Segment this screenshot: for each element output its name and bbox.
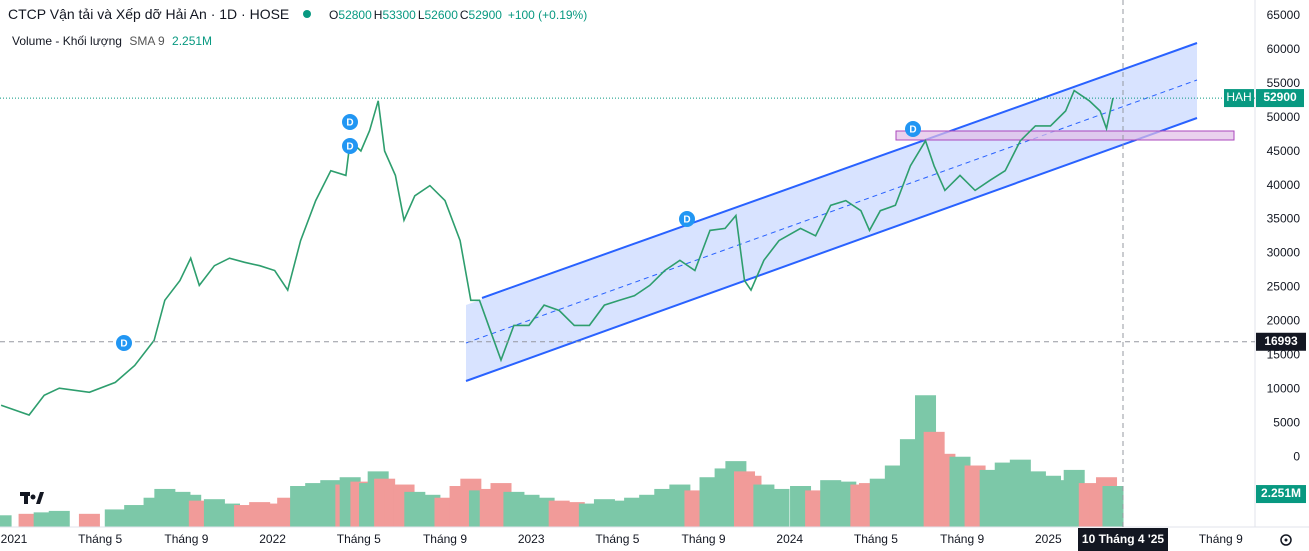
ohlc-key: H [373, 8, 383, 22]
x-tick-label: Tháng 9 [423, 532, 467, 546]
dividend-marker-text: D [346, 142, 353, 153]
x-tick-label: 2024 [776, 532, 803, 546]
x-tick-label: 2021 [1, 532, 28, 546]
y-tick-label: 10000 [1267, 381, 1301, 395]
ohlc-value: 52600 [424, 8, 458, 22]
channel-middle [465, 79, 1198, 344]
ohlc-value: 52800 [338, 8, 372, 22]
x-tick-label: 2025 [1035, 532, 1062, 546]
support-zone [895, 130, 1235, 141]
crosshair-price: 16993 [1264, 334, 1298, 348]
dividend-marker [342, 138, 358, 154]
volume-bar [768, 488, 790, 527]
channel-lower [465, 117, 1198, 382]
symbol-label-bg [1224, 89, 1254, 108]
x-tick-label: Tháng 5 [595, 532, 639, 546]
crosshair-date-bg [1078, 528, 1168, 551]
crosshair-date: 10 Tháng 4 '25 [1082, 532, 1165, 546]
plot [0, 89, 1124, 527]
y-tick-label: 50000 [1267, 110, 1301, 124]
ohlc-key: L [417, 8, 425, 22]
dividend-marker [679, 211, 695, 227]
last-price-bg [1256, 89, 1304, 108]
symbol-title: CTCP Vận tải và Xếp dỡ Hải An · 1D · HOS… [8, 6, 290, 22]
volume-bar [1102, 486, 1124, 527]
settings-icon[interactable] [1280, 534, 1292, 546]
y-tick-label: 0 [1293, 449, 1300, 463]
x-tick-label: Tháng 9 [164, 532, 208, 546]
ohlc-value: 52900 [468, 8, 502, 22]
y-tick-label: 20000 [1267, 314, 1301, 328]
dividend-marker-text: D [346, 118, 353, 129]
x-tick-label: Tháng 5 [337, 532, 381, 546]
x-tick-label: Tháng 9 [940, 532, 984, 546]
x-tick-label: 2023 [518, 532, 545, 546]
volume-bar [104, 509, 126, 527]
market-status [303, 10, 312, 18]
x-tick-label: Tháng 5 [78, 532, 122, 546]
x-tick-label: 2022 [259, 532, 286, 546]
tv-logo [20, 492, 44, 504]
crosshair-price-bg [1256, 332, 1306, 351]
y-tick-label: 25000 [1267, 280, 1301, 294]
x-tick-label: Tháng 9 [682, 532, 726, 546]
dividend-marker [116, 335, 132, 351]
dividend-marker-text: D [909, 125, 916, 136]
y-tick-label: 5000 [1273, 415, 1300, 429]
x-tick-label: Tháng 9 [1199, 532, 1243, 546]
y-tick-label: 30000 [1267, 246, 1301, 260]
volume-sma-label: SMA 9 [129, 34, 165, 48]
y-tick-label: 45000 [1267, 144, 1301, 158]
y-tick-label: 60000 [1267, 42, 1301, 56]
volume-sma: 2.251M [172, 34, 213, 48]
volume-bar [124, 505, 146, 527]
volume-sma-bg [1256, 485, 1306, 504]
y-tick-label: 15000 [1267, 347, 1301, 361]
header: CTCP Vận tải và Xếp dỡ Hải An · 1D · HOS… [8, 6, 587, 22]
change: +100 (+0.19%) [507, 8, 588, 22]
volume-bar [48, 510, 70, 527]
last-price-label: 52900 [1263, 90, 1297, 104]
dividend-marker-text: D [120, 339, 127, 350]
volume-title: Volume - Khối lượng [12, 34, 122, 48]
y-tick-label: 35000 [1267, 212, 1301, 226]
ohlc-key: O [329, 8, 339, 22]
dividend-marker [905, 121, 921, 137]
dividend-marker-text: D [683, 215, 690, 226]
y-tick-label: 55000 [1267, 76, 1301, 90]
y-tick-label: 65000 [1267, 8, 1301, 22]
channel-upper [481, 42, 1198, 299]
volume-bar [0, 515, 12, 527]
volume-header: Volume - Khối lượng SMA 9 2.251M [12, 34, 212, 48]
price-line [0, 89, 1114, 416]
volume-bar [78, 513, 100, 527]
x-tick-label: Tháng 5 [854, 532, 898, 546]
ohlc: O52800 H53300 L52600 C52900 [329, 8, 504, 22]
y-tick-label: 40000 [1267, 178, 1301, 192]
ohlc-key: C [459, 8, 469, 22]
symbol-label: HAH [1226, 90, 1251, 104]
volume-sma-axis-label: 2.251M [1261, 486, 1301, 500]
dividend-marker [342, 114, 358, 130]
ohlc-value: 53300 [382, 8, 416, 22]
